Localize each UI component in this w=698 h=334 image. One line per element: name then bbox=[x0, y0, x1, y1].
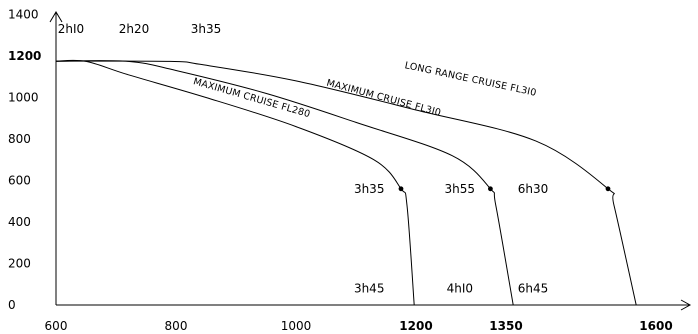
time-annotation: 2hI0 bbox=[58, 22, 84, 36]
y-tick-label: 400 bbox=[8, 215, 31, 229]
x-axis-arrow-icon bbox=[680, 299, 692, 311]
x-tick-label: 1200 bbox=[399, 319, 432, 333]
y-tick-label: 600 bbox=[8, 174, 31, 188]
curve-label: LONG RANGE CRUISE FL3I0 bbox=[404, 60, 538, 99]
series-line-1 bbox=[55, 59, 415, 306]
x-tick-label: 1350 bbox=[489, 319, 522, 333]
time-annotation: 6h45 bbox=[518, 282, 549, 296]
time-annotation: 4hI0 bbox=[447, 282, 473, 296]
series-layer bbox=[55, 59, 637, 306]
chart-axes: 600 800 1000 1200 1350 1600 0 200 400 600 800 1000 1… bbox=[8, 8, 692, 333]
y-tick-label: 800 bbox=[8, 132, 31, 146]
series-marker-3 bbox=[605, 186, 611, 192]
time-annotation: 2h20 bbox=[119, 22, 150, 36]
y-tick-label: 1000 bbox=[8, 91, 39, 105]
y-tick-label: 0 bbox=[8, 298, 16, 312]
y-tick-label: 1200 bbox=[8, 49, 41, 63]
time-annotation: 3h45 bbox=[354, 282, 385, 296]
x-tick-label: 1000 bbox=[281, 319, 312, 333]
series-line-3 bbox=[55, 60, 637, 306]
time-annotation: 3h35 bbox=[354, 182, 385, 196]
time-annotation: 6h30 bbox=[518, 182, 549, 196]
series-line-2 bbox=[55, 60, 514, 306]
curve-label: MAXIMUM CRUISE FL3I0 bbox=[325, 78, 442, 119]
series-marker-2 bbox=[488, 186, 493, 192]
time-annotation: 3h35 bbox=[191, 22, 222, 36]
x-tick-label: 600 bbox=[45, 319, 68, 333]
y-tick-label: 200 bbox=[8, 257, 31, 271]
x-tick-label: 800 bbox=[165, 319, 188, 333]
time-annotation: 3h55 bbox=[445, 182, 476, 196]
y-tick-label: 1400 bbox=[8, 8, 39, 22]
y-axis-arrow-icon bbox=[49, 11, 63, 23]
series-marker-1 bbox=[398, 186, 404, 192]
x-tick-label: 1600 bbox=[639, 319, 672, 333]
